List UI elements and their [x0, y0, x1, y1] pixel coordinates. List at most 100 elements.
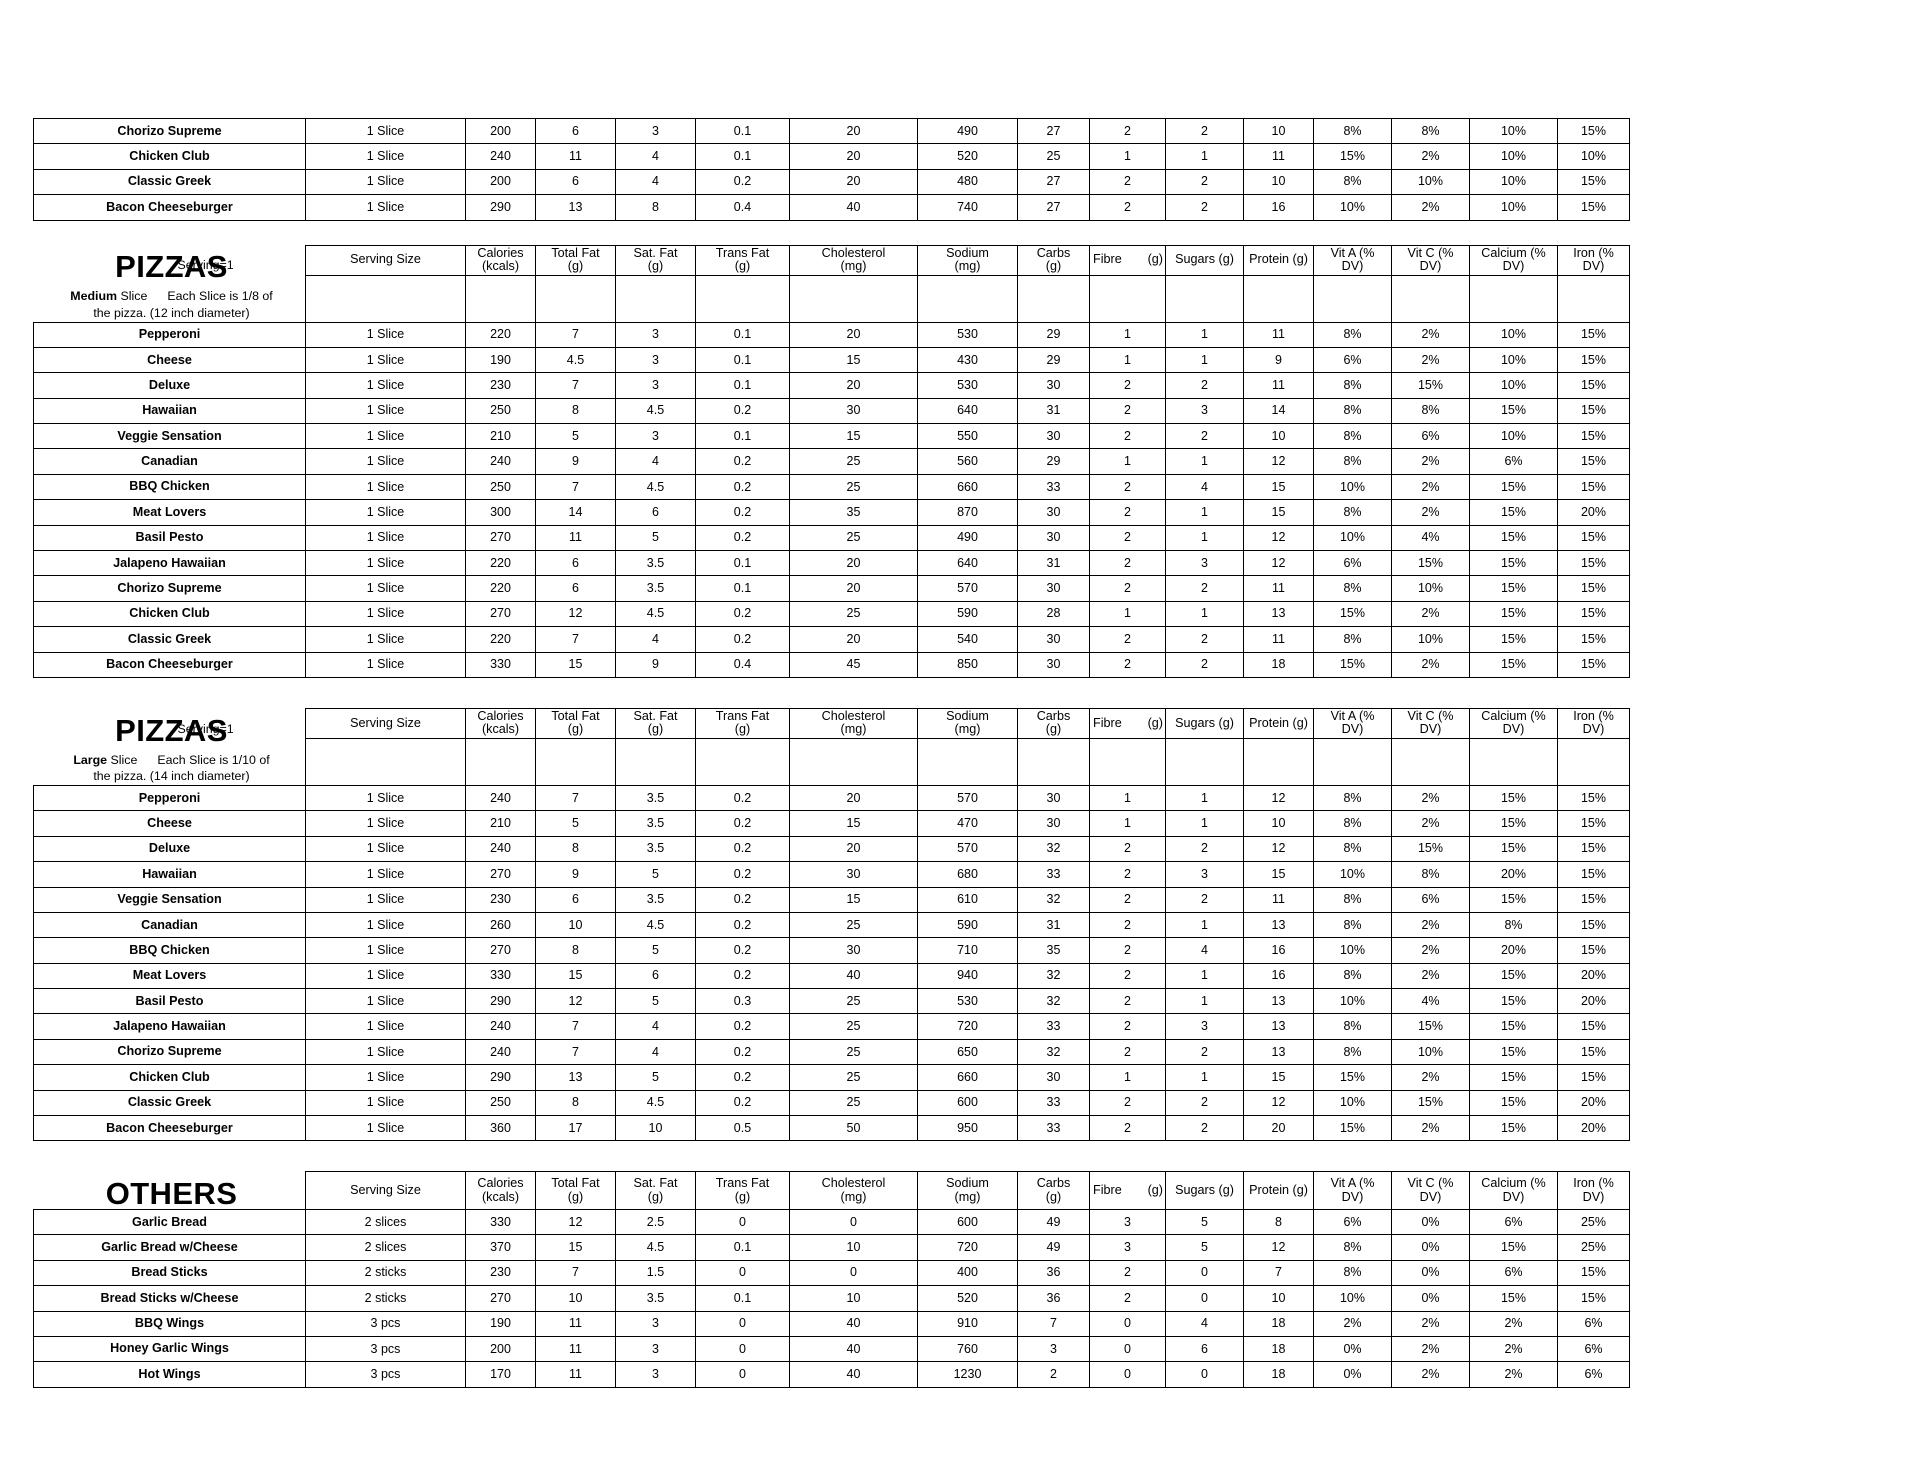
- table-row: Bread Sticks w/Cheese 2 sticks 270 10 3.5 0.1…: [33, 1285, 1630, 1312]
- cell-fe: 15%: [1557, 626, 1630, 653]
- header-trans-fat: Trans Fat (g): [695, 1171, 790, 1210]
- cell-ca: 15%: [1469, 397, 1558, 425]
- cell-vc: 4%: [1391, 524, 1470, 552]
- cell-ca: 10%: [1469, 143, 1558, 170]
- cell-cal: 230: [465, 886, 536, 913]
- cell-ca: 2%: [1469, 1335, 1558, 1363]
- header-total-fat: Total Fat (g): [535, 708, 616, 739]
- cell-fe: 25%: [1557, 1208, 1630, 1236]
- cell-tf: 8: [535, 835, 616, 863]
- cell-vc: 0%: [1391, 1208, 1470, 1236]
- cell-carb: 2: [1017, 1361, 1090, 1388]
- cell-fe: 15%: [1557, 397, 1630, 425]
- cell-trf: 0.2: [695, 911, 790, 939]
- cell-cal: 210: [465, 810, 536, 837]
- cell-pro: 11: [1243, 321, 1314, 348]
- cell-chol: 25: [789, 1013, 918, 1040]
- cell-carb: 30: [1017, 784, 1090, 812]
- cell-sug: 1: [1165, 1064, 1244, 1091]
- header-trans-fat: Trans Fat (g): [695, 244, 790, 276]
- section-header-row: PIZZAS Serving=1 Medium Slice Each Slice is…: [34, 244, 1630, 320]
- sections-host: PIZZAS Serving=1 Medium Slice Each Slice is…: [33, 221, 1920, 1388]
- cell-sod: 560: [917, 448, 1018, 475]
- cell-fib: 2: [1089, 550, 1166, 577]
- cell-tf: 9: [535, 448, 616, 475]
- cell-va: 10%: [1313, 861, 1392, 888]
- cell-va: 15%: [1313, 600, 1392, 628]
- cell-sug: 2: [1165, 168, 1244, 196]
- cell-vc: 15%: [1391, 550, 1470, 577]
- cell-serving: 1 Slice: [305, 499, 466, 526]
- cell-tf: 11: [535, 1310, 616, 1337]
- cell-cal: 240: [465, 784, 536, 812]
- cell-vc: 2%: [1391, 448, 1470, 475]
- cell-fib: 2: [1089, 575, 1166, 602]
- item-name-cell: BBQ Wings: [33, 1310, 306, 1337]
- cell-ca: 15%: [1469, 1285, 1558, 1312]
- cell-fe: 15%: [1557, 1013, 1630, 1040]
- cell-sod: 530: [917, 988, 1018, 1015]
- cell-fib: 2: [1089, 937, 1166, 964]
- cell-cal: 260: [465, 911, 536, 939]
- cell-sod: 870: [917, 499, 1018, 526]
- cell-vc: 6%: [1391, 423, 1470, 450]
- cell-carb: 30: [1017, 1064, 1090, 1091]
- cell-serving: 3 pcs: [305, 1310, 466, 1337]
- header-vit-c: Vit C (% DV): [1391, 708, 1470, 739]
- cell-sug: 1: [1165, 448, 1244, 475]
- item-name-cell: Canadian: [33, 448, 306, 475]
- cell-serving: 1 Slice: [305, 524, 466, 552]
- item-name-cell: Canadian: [33, 911, 306, 939]
- cell-sf: 8: [615, 194, 696, 221]
- table-row: Garlic Bread w/Cheese 2 slices 370 15 4.5 0.1…: [33, 1234, 1630, 1261]
- cell-chol: 50: [789, 1115, 918, 1142]
- cell-sod: 570: [917, 575, 1018, 602]
- cell-chol: 20: [789, 835, 918, 863]
- cell-fe: 15%: [1557, 911, 1630, 939]
- cell-ca: 15%: [1469, 575, 1558, 602]
- cell-fib: 2: [1089, 1259, 1166, 1287]
- cell-fib: 2: [1089, 499, 1166, 526]
- cell-ca: 6%: [1469, 1259, 1558, 1287]
- continuation-rows: Chorizo Supreme 1 Slice 200 6 3 0.1 20 490 27 2 2 1…: [33, 117, 1630, 221]
- cell-va: 6%: [1313, 346, 1392, 374]
- cell-serving: 1 Slice: [305, 143, 466, 170]
- header-filler-cell: [1469, 274, 1558, 323]
- cell-cal: 240: [465, 835, 536, 863]
- cell-vc: 0%: [1391, 1259, 1470, 1287]
- cell-chol: 20: [789, 784, 918, 812]
- cell-pro: 10: [1243, 1285, 1314, 1312]
- cell-chol: 20: [789, 117, 918, 145]
- cell-trf: 0.1: [695, 117, 790, 145]
- cell-ca: 10%: [1469, 321, 1558, 348]
- cell-sod: 720: [917, 1013, 1018, 1040]
- cell-vc: 2%: [1391, 194, 1470, 221]
- cell-vc: 2%: [1391, 499, 1470, 526]
- cell-tf: 11: [535, 1361, 616, 1388]
- cell-serving: 1 Slice: [305, 626, 466, 653]
- cell-sf: 3: [615, 346, 696, 374]
- cell-sug: 2: [1165, 1089, 1244, 1117]
- cell-va: 8%: [1313, 372, 1392, 399]
- cell-trf: 0.2: [695, 448, 790, 475]
- section-title: PIZZAS: [115, 712, 228, 748]
- item-name-cell: Hawaiian: [33, 861, 306, 888]
- cell-serving: 1 Slice: [305, 861, 466, 888]
- cell-sug: 1: [1165, 784, 1244, 812]
- item-name-cell: Cheese: [33, 346, 306, 374]
- cell-trf: 0: [695, 1361, 790, 1388]
- cell-tf: 5: [535, 810, 616, 837]
- cell-serving: 1 Slice: [305, 372, 466, 399]
- cell-ca: 15%: [1469, 784, 1558, 812]
- cell-chol: 20: [789, 321, 918, 348]
- item-name-cell: Hot Wings: [33, 1361, 306, 1388]
- cell-chol: 40: [789, 1310, 918, 1337]
- cell-va: 15%: [1313, 143, 1392, 170]
- cell-pro: 11: [1243, 575, 1314, 602]
- table-row: Pepperoni 1 Slice 240 7 3.5 0.2 20 570 30 1 1 12 8% 2…: [33, 784, 1630, 812]
- cell-sf: 4: [615, 143, 696, 170]
- cell-sug: 1: [1165, 810, 1244, 837]
- cell-tf: 6: [535, 168, 616, 196]
- item-name-cell: Bacon Cheeseburger: [33, 194, 306, 221]
- table-row: Chorizo Supreme 1 Slice 220 6 3.5 0.1 20 570 30 2…: [33, 575, 1630, 602]
